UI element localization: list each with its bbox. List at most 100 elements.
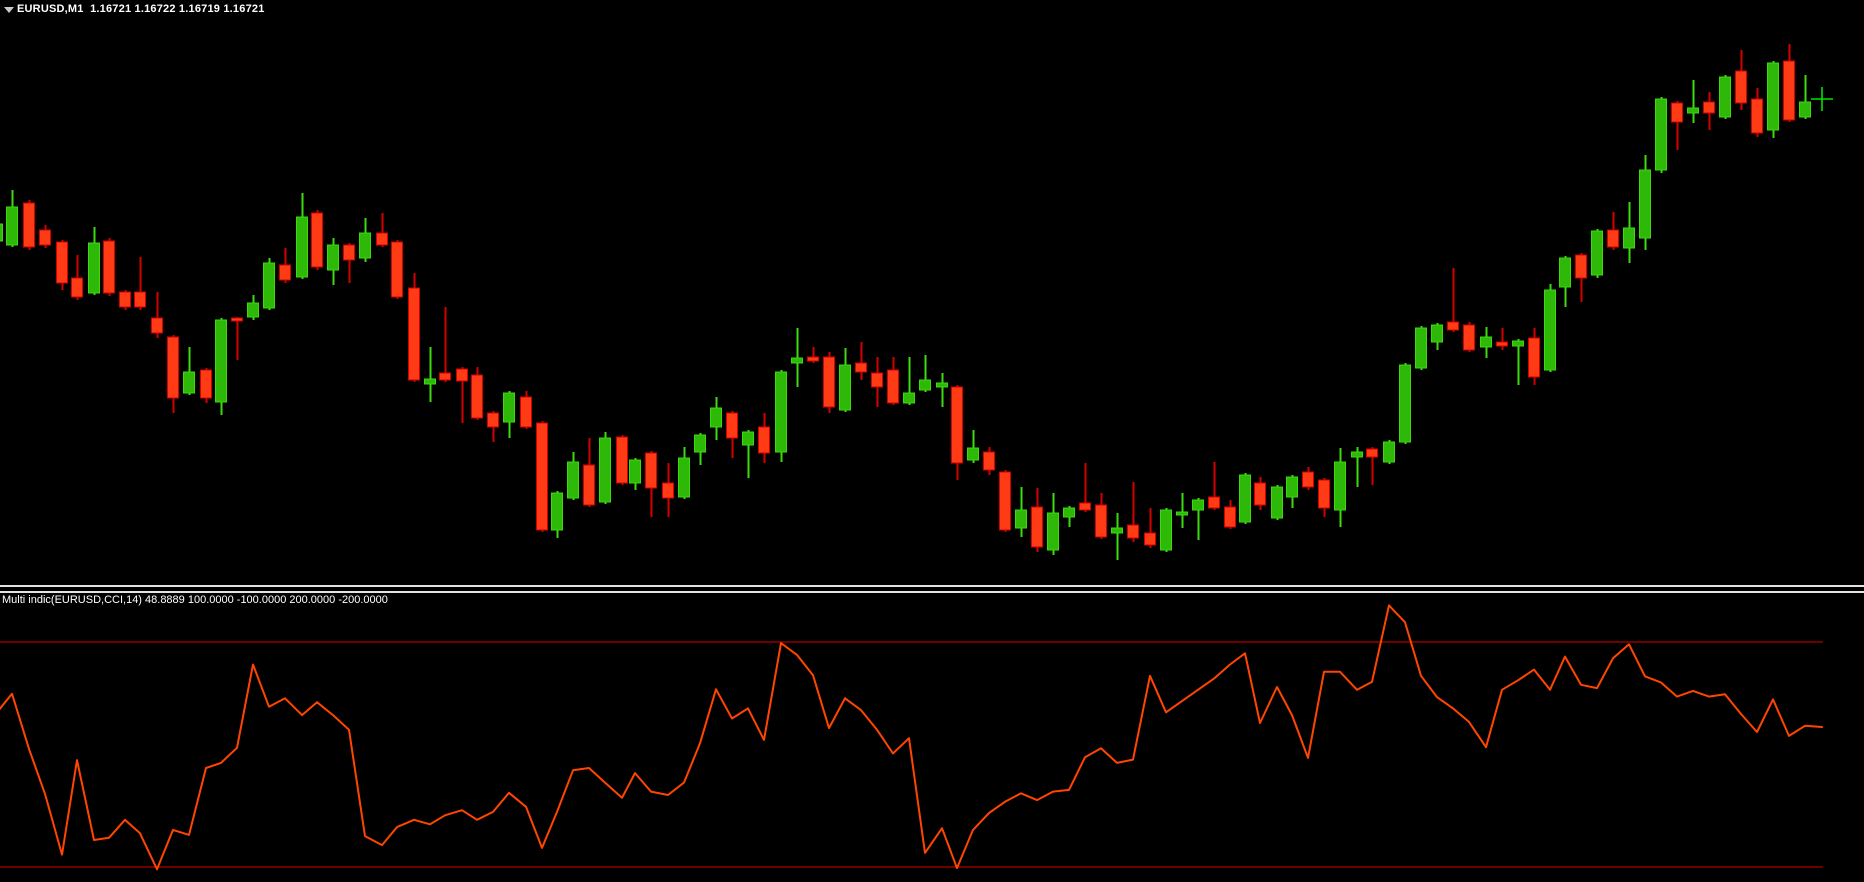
candle-body [1014, 509, 1028, 529]
candle-body [774, 371, 788, 453]
cci-indicator-pane[interactable]: Multi indic(EURUSD,CCI,14) 48.8889 100.0… [0, 592, 1864, 882]
candle-body [1446, 321, 1460, 331]
candle-body [1558, 257, 1572, 288]
candle-body [1110, 527, 1124, 534]
candle-body [1462, 324, 1476, 351]
indicator-label: Multi indic(EURUSD,CCI,14) 48.8889 100.0… [2, 594, 388, 606]
candle-body [1654, 98, 1668, 171]
candle-body [1094, 504, 1108, 538]
candle-body [1207, 496, 1221, 509]
symbol-ohlc-title: EURUSD,M1 1.16721 1.16722 1.16719 1.1672… [17, 3, 265, 15]
candle-body [1782, 60, 1796, 121]
candle-body [725, 412, 739, 439]
candle-body [1143, 532, 1157, 546]
candle-body [902, 392, 916, 404]
candle-body [1030, 506, 1044, 548]
candle-body [22, 202, 36, 248]
candle-body [1382, 441, 1396, 463]
candle-body [1702, 101, 1716, 114]
cci-line [0, 604, 1823, 871]
candle-body [1430, 324, 1444, 343]
candle-body [1301, 471, 1315, 488]
candle-body [870, 372, 884, 388]
candle-body [150, 317, 164, 334]
candle-body [1350, 451, 1364, 458]
candle-body [935, 382, 949, 388]
candle-body [1238, 474, 1252, 523]
candle-body [741, 431, 755, 446]
candle-body [1750, 98, 1764, 134]
candle-body [677, 457, 691, 498]
candle-body [982, 451, 996, 471]
cci-indicator-chart[interactable] [0, 592, 1864, 882]
candle-body [1766, 62, 1780, 131]
candle-body [1511, 340, 1525, 347]
ohlc-collapse-triangle-icon[interactable] [4, 7, 14, 13]
candle-body [1798, 101, 1812, 118]
candle-body [1398, 364, 1412, 443]
candle-body [1495, 341, 1509, 347]
candle-body [1223, 506, 1237, 528]
candle-body [1686, 107, 1700, 114]
candle-body [806, 356, 820, 362]
candle-body [693, 434, 707, 453]
candle-body [262, 262, 276, 309]
candle-body [55, 241, 69, 284]
candle-body [950, 386, 964, 464]
candle-body [438, 372, 452, 381]
price-chart-pane[interactable]: EURUSD,M1 1.16721 1.16722 1.16719 1.1672… [0, 0, 1864, 585]
candle-body [166, 336, 180, 399]
candle-body [358, 232, 372, 259]
candle-body [644, 452, 658, 489]
candle-body [1606, 229, 1620, 248]
candle-body [1285, 476, 1299, 498]
candle-body [182, 371, 196, 394]
candle-body [470, 374, 484, 419]
candle-body [310, 212, 324, 268]
candle-body [1317, 479, 1331, 509]
candle-body [628, 459, 642, 484]
candle-body [87, 242, 101, 294]
candle-body [1175, 511, 1189, 516]
candle-body [407, 287, 421, 381]
candle-body [566, 461, 580, 499]
candle-body [1126, 524, 1140, 539]
candle-body [661, 482, 675, 499]
candle-body [455, 368, 469, 382]
candle-body [757, 426, 771, 454]
candle-body [1191, 499, 1205, 511]
candle-body [102, 240, 116, 294]
candle-body [1159, 509, 1173, 551]
candle-body [1078, 502, 1092, 511]
candle-body [598, 437, 612, 503]
candle-body [1574, 254, 1588, 279]
candle-body [295, 216, 309, 278]
candle-body [1414, 327, 1428, 369]
candle-body [199, 369, 213, 399]
candle-body [822, 356, 836, 408]
candle-body [214, 319, 228, 403]
candle-body [1333, 461, 1347, 511]
candle-body [423, 378, 437, 385]
candle-body [390, 241, 404, 298]
candle-body [886, 369, 900, 404]
candle-body [615, 436, 629, 484]
candle-body [375, 232, 389, 246]
pane-separator[interactable] [0, 585, 1864, 593]
candle-body [0, 223, 4, 242]
candle-body [1270, 486, 1284, 519]
candle-body [1670, 102, 1684, 123]
candlestick-chart[interactable] [0, 0, 1864, 585]
candle-body [1734, 70, 1748, 104]
candle-body [118, 291, 132, 308]
candle-body [1365, 448, 1379, 458]
candle-body [5, 206, 19, 246]
candle-body [342, 244, 356, 261]
candle-body [502, 392, 516, 423]
candle-body [70, 277, 84, 298]
candle-body [1253, 482, 1267, 506]
candle-body [535, 422, 549, 531]
candle-body [854, 362, 868, 373]
candle-body [838, 364, 852, 411]
